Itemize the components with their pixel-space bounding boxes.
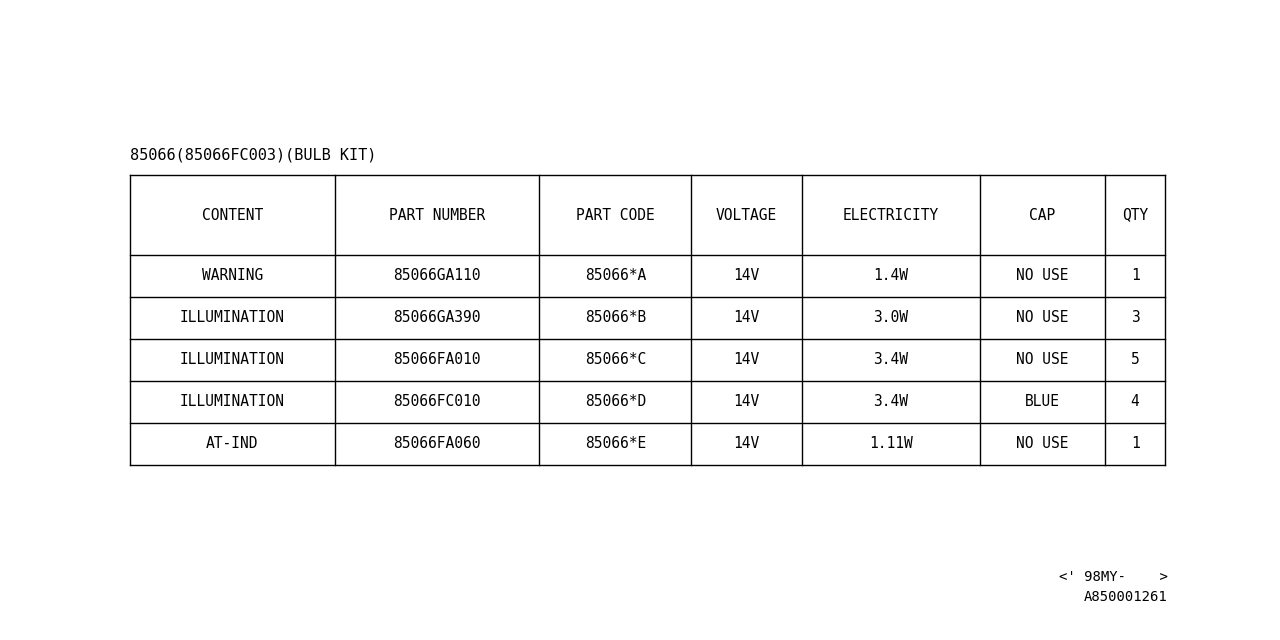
Text: 85066FC010: 85066FC010 [393,394,481,410]
Text: 14V: 14V [733,353,759,367]
Text: CONTENT: CONTENT [202,207,262,223]
Text: ILLUMINATION: ILLUMINATION [180,310,285,326]
Text: CAP: CAP [1029,207,1056,223]
Text: 1: 1 [1130,269,1139,284]
Text: 5: 5 [1130,353,1139,367]
Text: 85066*C: 85066*C [585,353,646,367]
Text: 85066FA060: 85066FA060 [393,436,481,451]
Text: NO USE: NO USE [1016,353,1069,367]
Text: 14V: 14V [733,310,759,326]
Text: 1: 1 [1130,436,1139,451]
Text: NO USE: NO USE [1016,436,1069,451]
Text: 3.4W: 3.4W [873,394,909,410]
Text: 14V: 14V [733,269,759,284]
Text: 85066*A: 85066*A [585,269,646,284]
Text: 85066*B: 85066*B [585,310,646,326]
Text: 14V: 14V [733,394,759,410]
Text: 3: 3 [1130,310,1139,326]
Text: 1.4W: 1.4W [873,269,909,284]
Text: 3.0W: 3.0W [873,310,909,326]
Text: A850001261: A850001261 [1084,590,1169,604]
Text: PART NUMBER: PART NUMBER [389,207,485,223]
Text: VOLTAGE: VOLTAGE [716,207,777,223]
Text: AT-IND: AT-IND [206,436,259,451]
Text: 1.11W: 1.11W [869,436,913,451]
Text: ELECTRICITY: ELECTRICITY [842,207,938,223]
Text: 85066FA010: 85066FA010 [393,353,481,367]
Text: BLUE: BLUE [1025,394,1060,410]
Text: NO USE: NO USE [1016,269,1069,284]
Text: <' 98MY-    >: <' 98MY- > [1059,570,1169,584]
Text: QTY: QTY [1123,207,1148,223]
Text: 85066*E: 85066*E [585,436,646,451]
Text: 14V: 14V [733,436,759,451]
Text: 85066GA390: 85066GA390 [393,310,481,326]
Text: NO USE: NO USE [1016,310,1069,326]
Text: 3.4W: 3.4W [873,353,909,367]
Text: ILLUMINATION: ILLUMINATION [180,353,285,367]
Text: 85066GA110: 85066GA110 [393,269,481,284]
Text: WARNING: WARNING [202,269,262,284]
Text: PART CODE: PART CODE [576,207,654,223]
Text: ILLUMINATION: ILLUMINATION [180,394,285,410]
Text: 4: 4 [1130,394,1139,410]
Text: 85066(85066FC003)(BULB KIT): 85066(85066FC003)(BULB KIT) [131,148,376,163]
Text: 85066*D: 85066*D [585,394,646,410]
